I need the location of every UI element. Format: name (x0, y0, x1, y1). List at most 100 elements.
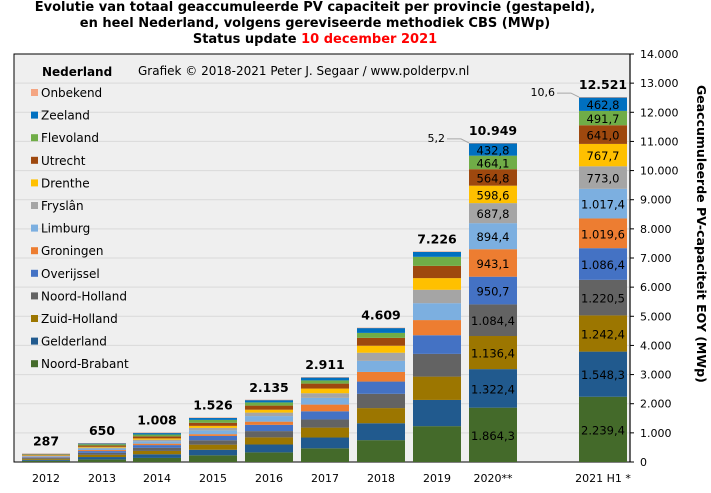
bar-segment (469, 407, 517, 462)
bar-segment (357, 423, 405, 441)
legend-item: Overijssel (31, 267, 100, 281)
x-tick-label: 2021 H1 * (575, 472, 631, 485)
total-value-label: 287 (33, 434, 59, 449)
y-tick-label: 14.000 (640, 48, 679, 61)
bar-segment (357, 352, 405, 361)
bar-segment (189, 419, 237, 423)
bar-segment (301, 377, 349, 378)
y-axis-title: Geaccumuleerde PV-capaciteit EOY (MWp) (694, 85, 709, 383)
legend-swatch (31, 156, 38, 164)
legend-label: Flevoland (41, 131, 99, 145)
bar-segment (469, 143, 517, 156)
bar-segment (579, 110, 627, 126)
bar-segment (579, 125, 627, 144)
bar-segment (189, 417, 237, 420)
y-tick-label: 13.000 (640, 77, 679, 90)
bar-segment (469, 336, 517, 370)
bar-segment (189, 440, 237, 445)
bar-segment (469, 142, 517, 144)
total-value-label: 650 (89, 423, 115, 438)
bar-segment (133, 454, 181, 458)
legend-label: Overijssel (41, 267, 100, 281)
total-value-label: 1.008 (137, 413, 177, 428)
bar-segment (413, 278, 461, 290)
bar-segment (133, 447, 181, 451)
legend-label: Zuid-Holland (41, 312, 118, 326)
bar-segment (357, 408, 405, 424)
bar-segment (78, 446, 126, 448)
title-line-3: Status update 10 december 2021 (0, 32, 630, 48)
bar-segment (78, 447, 126, 449)
bar-segment (413, 289, 461, 304)
bar-segment (78, 459, 126, 462)
bar-stack-2015: 1.526 (189, 398, 237, 462)
bar-segment (189, 444, 237, 450)
bar-segment (22, 457, 70, 459)
bar-segment (78, 451, 126, 453)
bar-segment (579, 279, 627, 316)
bar-segment (469, 155, 517, 170)
bar-segment (301, 427, 349, 438)
legend-item: Utrecht (31, 154, 86, 168)
bar-segment (189, 430, 237, 435)
bar-segment (469, 203, 517, 224)
segment-value-label: 943,1 (477, 257, 510, 271)
legend: Onbekend Zeeland Flevoland Utrecht Drenthe Fr… (31, 86, 129, 371)
bar-segment (22, 460, 70, 462)
legend-swatch (31, 111, 38, 119)
credit-text: Grafiek © 2018-2021 Peter J. Segaar / ww… (138, 64, 469, 78)
total-value-label: 1.526 (193, 398, 233, 413)
bar-stack-2014: 1.008 (133, 413, 181, 462)
bar-segment (78, 457, 126, 460)
bar-segment (245, 444, 293, 453)
total-value-label: 4.609 (361, 308, 401, 323)
y-tick-label: 9.000 (640, 194, 672, 207)
bar-segment (301, 404, 349, 412)
legend-item: Limburg (31, 222, 90, 236)
y-tick-label: 6.000 (640, 281, 672, 294)
legend-item: Flevoland (31, 131, 99, 145)
bar-segment (189, 435, 237, 441)
segment-value-label: 564,8 (477, 171, 510, 185)
bar-segment (189, 449, 237, 456)
bar-segment (357, 345, 405, 353)
bar-stack-2017: 2.911 (301, 357, 349, 462)
segment-value-label: 1.242,4 (581, 328, 625, 342)
bar-segment (133, 443, 181, 446)
bar-segment (245, 416, 293, 422)
bar-segment (133, 450, 181, 455)
bar-segment (22, 459, 70, 461)
x-tick-label: 2013 (88, 472, 116, 485)
bar-segment (189, 427, 237, 431)
bar-segment (357, 332, 405, 338)
bar-segment (357, 393, 405, 409)
bar-segment (189, 425, 237, 428)
legend-swatch (31, 269, 38, 277)
legend-label: Zeeland (41, 109, 90, 123)
bar-segment (579, 143, 627, 167)
segment-value-label: 464,1 (477, 156, 510, 170)
bar-stack-2020: 1.864,3 1.322,4 1.136,4 1.084,4 950,7 943,1 89… (469, 123, 517, 462)
bar-segment (469, 185, 517, 204)
bar-segment (78, 452, 126, 455)
bar-segment (301, 393, 349, 398)
bar-segment (133, 439, 181, 442)
bar-segment (357, 360, 405, 372)
bar-segment (413, 320, 461, 336)
bar-segment (301, 437, 349, 449)
bar-segment (413, 256, 461, 266)
x-tick-label: 2018 (367, 472, 395, 485)
bar-segment (357, 327, 405, 333)
legend-swatch (31, 202, 38, 209)
bar-segment (301, 397, 349, 405)
segment-value-label: 894,4 (477, 230, 510, 244)
bar-segment (357, 440, 405, 462)
bar-segment (301, 448, 349, 462)
legend-swatch (31, 179, 38, 187)
x-tick-label: 2020** (474, 472, 513, 485)
bar-segment (579, 315, 627, 352)
bar-segment (78, 448, 126, 451)
bar-segment (579, 351, 627, 397)
bar-segment (133, 432, 181, 434)
bar-segment (469, 249, 517, 277)
